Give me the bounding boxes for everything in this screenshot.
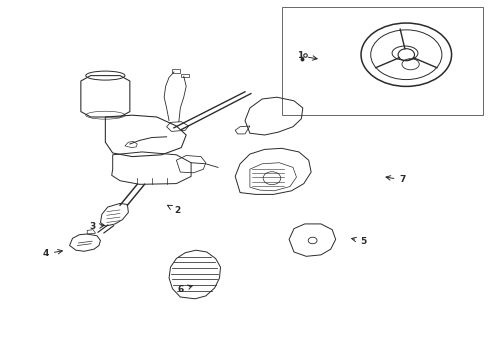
Bar [282,7,483,115]
Text: 2: 2 [168,205,180,215]
Text: 1: 1 [296,51,317,60]
Text: 7: 7 [386,175,406,184]
Text: 6: 6 [177,285,193,294]
Text: 5: 5 [352,237,367,246]
Bar [172,69,180,73]
Text: 3: 3 [89,222,104,231]
Text: 4: 4 [43,249,62,258]
Bar [181,74,189,77]
